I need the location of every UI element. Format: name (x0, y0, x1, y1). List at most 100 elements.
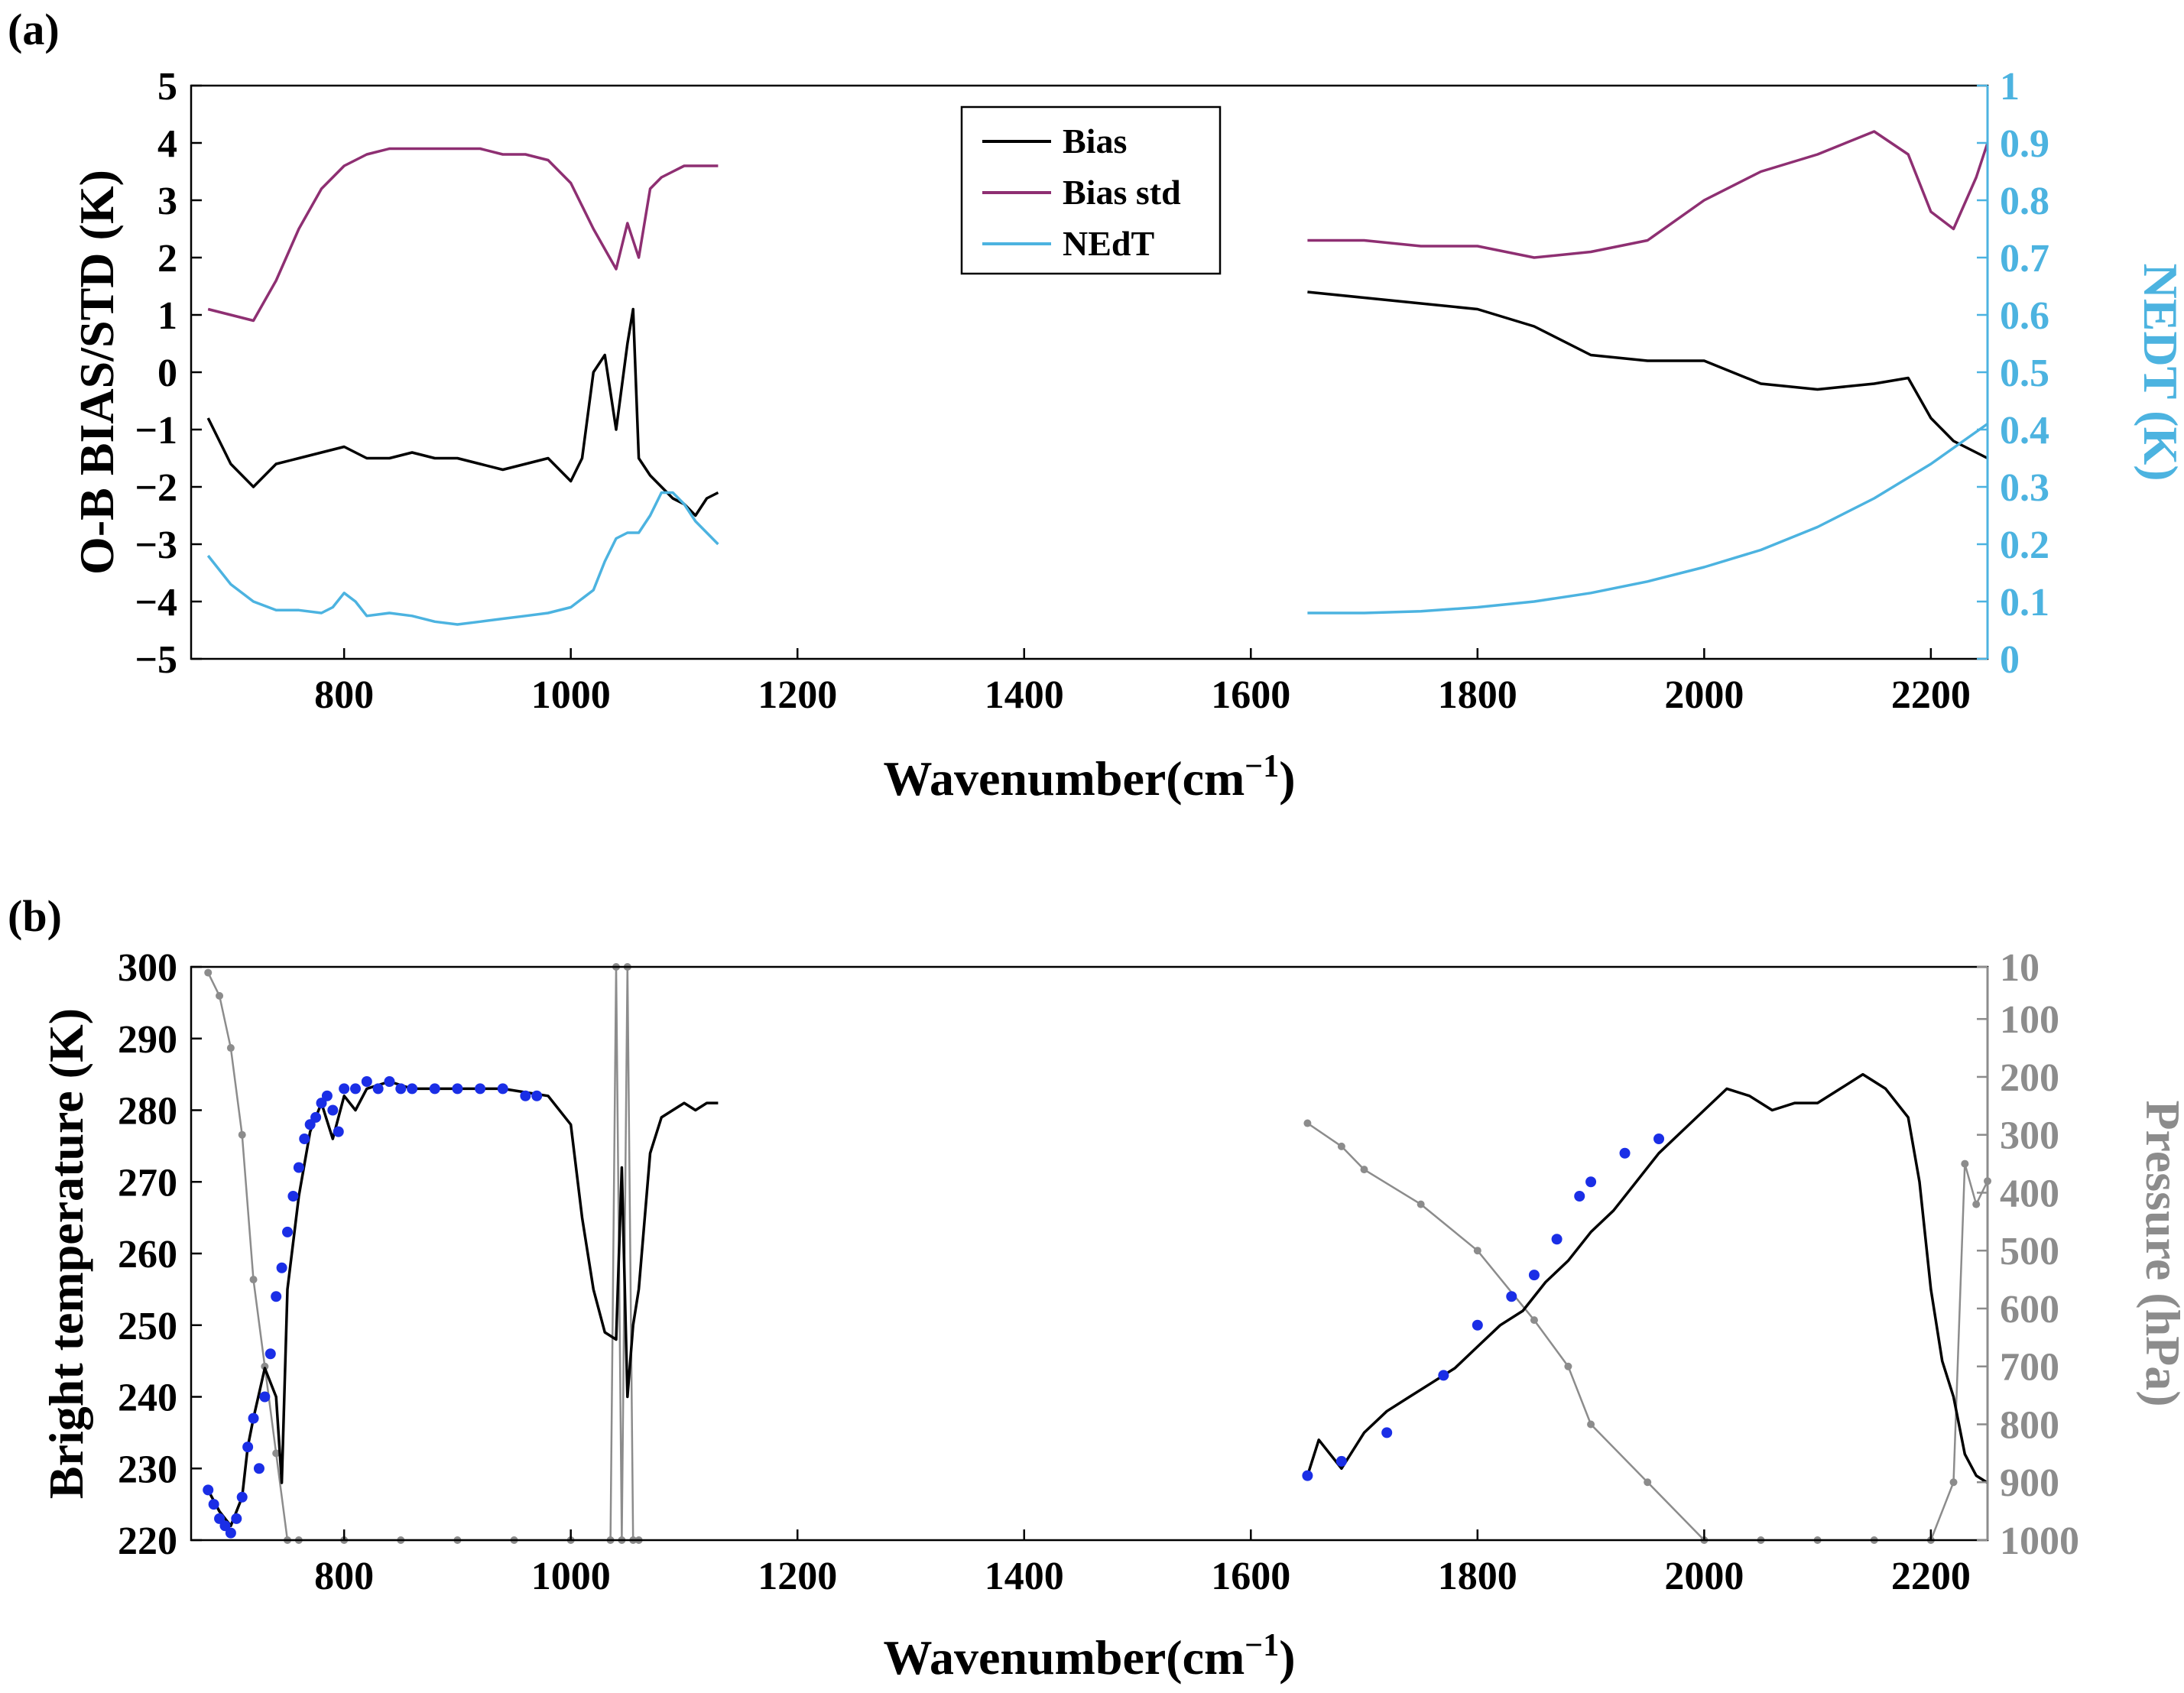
right-tick-label-0-7: 0.7 (2000, 237, 2049, 281)
y-tick-label-5: −5 (135, 638, 177, 682)
y-tick-label-4: −4 (135, 581, 177, 624)
right-tick-label-0-9: 0.9 (2000, 122, 2049, 166)
selected-channel-point (310, 1111, 322, 1123)
selected-channel-point (1653, 1134, 1665, 1144)
panel-b-right-ticks: 10 100 200 300 400 500 600 700 800 900 1000 (1977, 946, 2079, 1563)
x-tick-label-1200: 1200 (758, 1555, 837, 1598)
y-tick-label-5: 5 (157, 65, 177, 109)
right-tick-label-0-5: 0.5 (2000, 352, 2049, 395)
selected-channel-point (339, 1083, 350, 1095)
pressure-point (249, 1276, 258, 1284)
x-tick-label-1800: 1800 (1438, 673, 1517, 717)
pressure-point (1961, 1159, 1969, 1168)
panel-b-x-ticks: 800 1000 1200 1400 1600 1800 2000 2200 (314, 1529, 1971, 1598)
selected-channel-point (1574, 1191, 1585, 1202)
right-tick-label-400: 400 (2000, 1172, 2059, 1215)
y-tick-label-260: 260 (118, 1233, 177, 1276)
selected-channel-point (236, 1491, 248, 1503)
y-tick-label-4: 4 (157, 122, 177, 166)
y-tick-label-1: −1 (135, 409, 177, 452)
right-tick-label-0-6: 0.6 (2000, 294, 2049, 338)
x-tick-label-1200: 1200 (758, 673, 837, 717)
y-tick-label-280: 280 (118, 1090, 177, 1134)
right-tick-label-10: 10 (2000, 946, 2040, 990)
right-tick-label-0-3: 0.3 (2000, 466, 2049, 510)
y-tick-label-1: 1 (157, 294, 177, 338)
right-tick-label-0-1: 0.1 (2000, 581, 2049, 624)
panel-a-right-axis-title: NEDT (K) (2134, 263, 2184, 481)
y-tick-label-230: 230 (118, 1448, 177, 1491)
selected-channel-point (219, 1520, 231, 1532)
x-tick-label-1600: 1600 (1211, 1555, 1290, 1598)
x-tick-label-2000: 2000 (1664, 673, 1744, 717)
pressure-point (226, 1044, 235, 1052)
selected-channel-point (287, 1191, 299, 1202)
selected-channel-point (1528, 1270, 1540, 1281)
panel-b-frame (190, 965, 1989, 1542)
pressure-point (1972, 1200, 1981, 1208)
right-tick-label-0-8: 0.8 (2000, 180, 2049, 223)
y-tick-label-240: 240 (118, 1377, 177, 1420)
pressure-point (1949, 1478, 1958, 1487)
selected-channel-point (264, 1348, 276, 1360)
selected-channel-point (1506, 1291, 1517, 1302)
selected-channel-point (214, 1513, 226, 1524)
pressure-point (1303, 1119, 1312, 1127)
bias-std-line-segment-2 (1307, 130, 1989, 259)
pressure-point (1337, 1142, 1345, 1150)
selected-channel-point (299, 1134, 310, 1144)
selected-channel-point (1438, 1370, 1449, 1381)
bright-temperature-line-segment-2 (1306, 1072, 1988, 1484)
legend-label-bias-std: Bias std (1063, 173, 1181, 212)
pressure-point (216, 991, 224, 1000)
selected-channel-point (304, 1119, 316, 1130)
selected-channel-point (531, 1090, 543, 1101)
x-tick-label-1800: 1800 (1438, 1555, 1517, 1598)
selected-channel-point (225, 1527, 236, 1539)
selected-channel-point (475, 1083, 486, 1095)
x-tick-label-1600: 1600 (1211, 673, 1290, 717)
nedt-line-segment-2 (1307, 423, 1989, 615)
selected-channel-point (276, 1262, 287, 1273)
selected-channel-point (231, 1513, 242, 1524)
selected-channel-point (316, 1098, 327, 1109)
right-tick-label-300: 300 (2000, 1114, 2059, 1158)
panel-a-legend: Bias Bias std NEdT (960, 105, 1222, 275)
nedt-line-segment-1 (206, 491, 719, 626)
selected-channel-point (395, 1083, 407, 1095)
x-tick-label-800: 800 (314, 673, 374, 717)
right-tick-label-500: 500 (2000, 1230, 2059, 1273)
panel-a-y-axis-title: O-B BIAS/STD (K) (70, 170, 124, 575)
x-tick-label-1400: 1400 (985, 1555, 1064, 1598)
right-tick-label-800: 800 (2000, 1403, 2059, 1447)
legend-box (960, 105, 1222, 275)
right-tick-label-600: 600 (2000, 1288, 2059, 1331)
selected-channel-point (1551, 1234, 1563, 1245)
x-tick-label-1400: 1400 (985, 673, 1064, 717)
selected-channel-point (1585, 1176, 1597, 1188)
selected-channel-point (1619, 1147, 1631, 1159)
selected-channel-point (429, 1083, 440, 1095)
right-tick-label-1000: 1000 (2000, 1519, 2079, 1563)
right-tick-label-100: 100 (2000, 998, 2059, 1042)
selected-channel-point (333, 1126, 344, 1137)
selected-channel-point (372, 1083, 384, 1095)
selected-channel-point (327, 1104, 339, 1116)
right-tick-label-1: 1 (2000, 65, 2020, 109)
selected-channel-point (293, 1162, 304, 1173)
y-tick-label-220: 220 (118, 1519, 177, 1563)
panel-a-right-ticks: 1 0.9 0.8 0.7 0.6 0.5 0.4 0.3 0.2 0.1 0 (1977, 65, 2049, 682)
selected-channel-point (259, 1391, 271, 1403)
panel-b-right-axis-title: Pressure (hPa) (2136, 1100, 2184, 1406)
selected-channel-point (208, 1499, 219, 1510)
bias-line-segment-1 (206, 307, 719, 517)
panel-a: (a) 800 1000 1200 1400 1600 1800 2000 2200 5 4 3 2… (8, 5, 2184, 806)
pressure-point (1360, 1166, 1368, 1174)
selected-channel-point (321, 1090, 333, 1101)
pressure-point (1587, 1420, 1595, 1429)
pressure-point (1417, 1200, 1425, 1208)
right-tick-label-0-4: 0.4 (2000, 409, 2049, 452)
x-tick-label-2200: 2200 (1891, 673, 1971, 717)
bias-std-line-segment-1 (207, 147, 719, 323)
legend-label-nedt: NEdT (1063, 224, 1154, 263)
